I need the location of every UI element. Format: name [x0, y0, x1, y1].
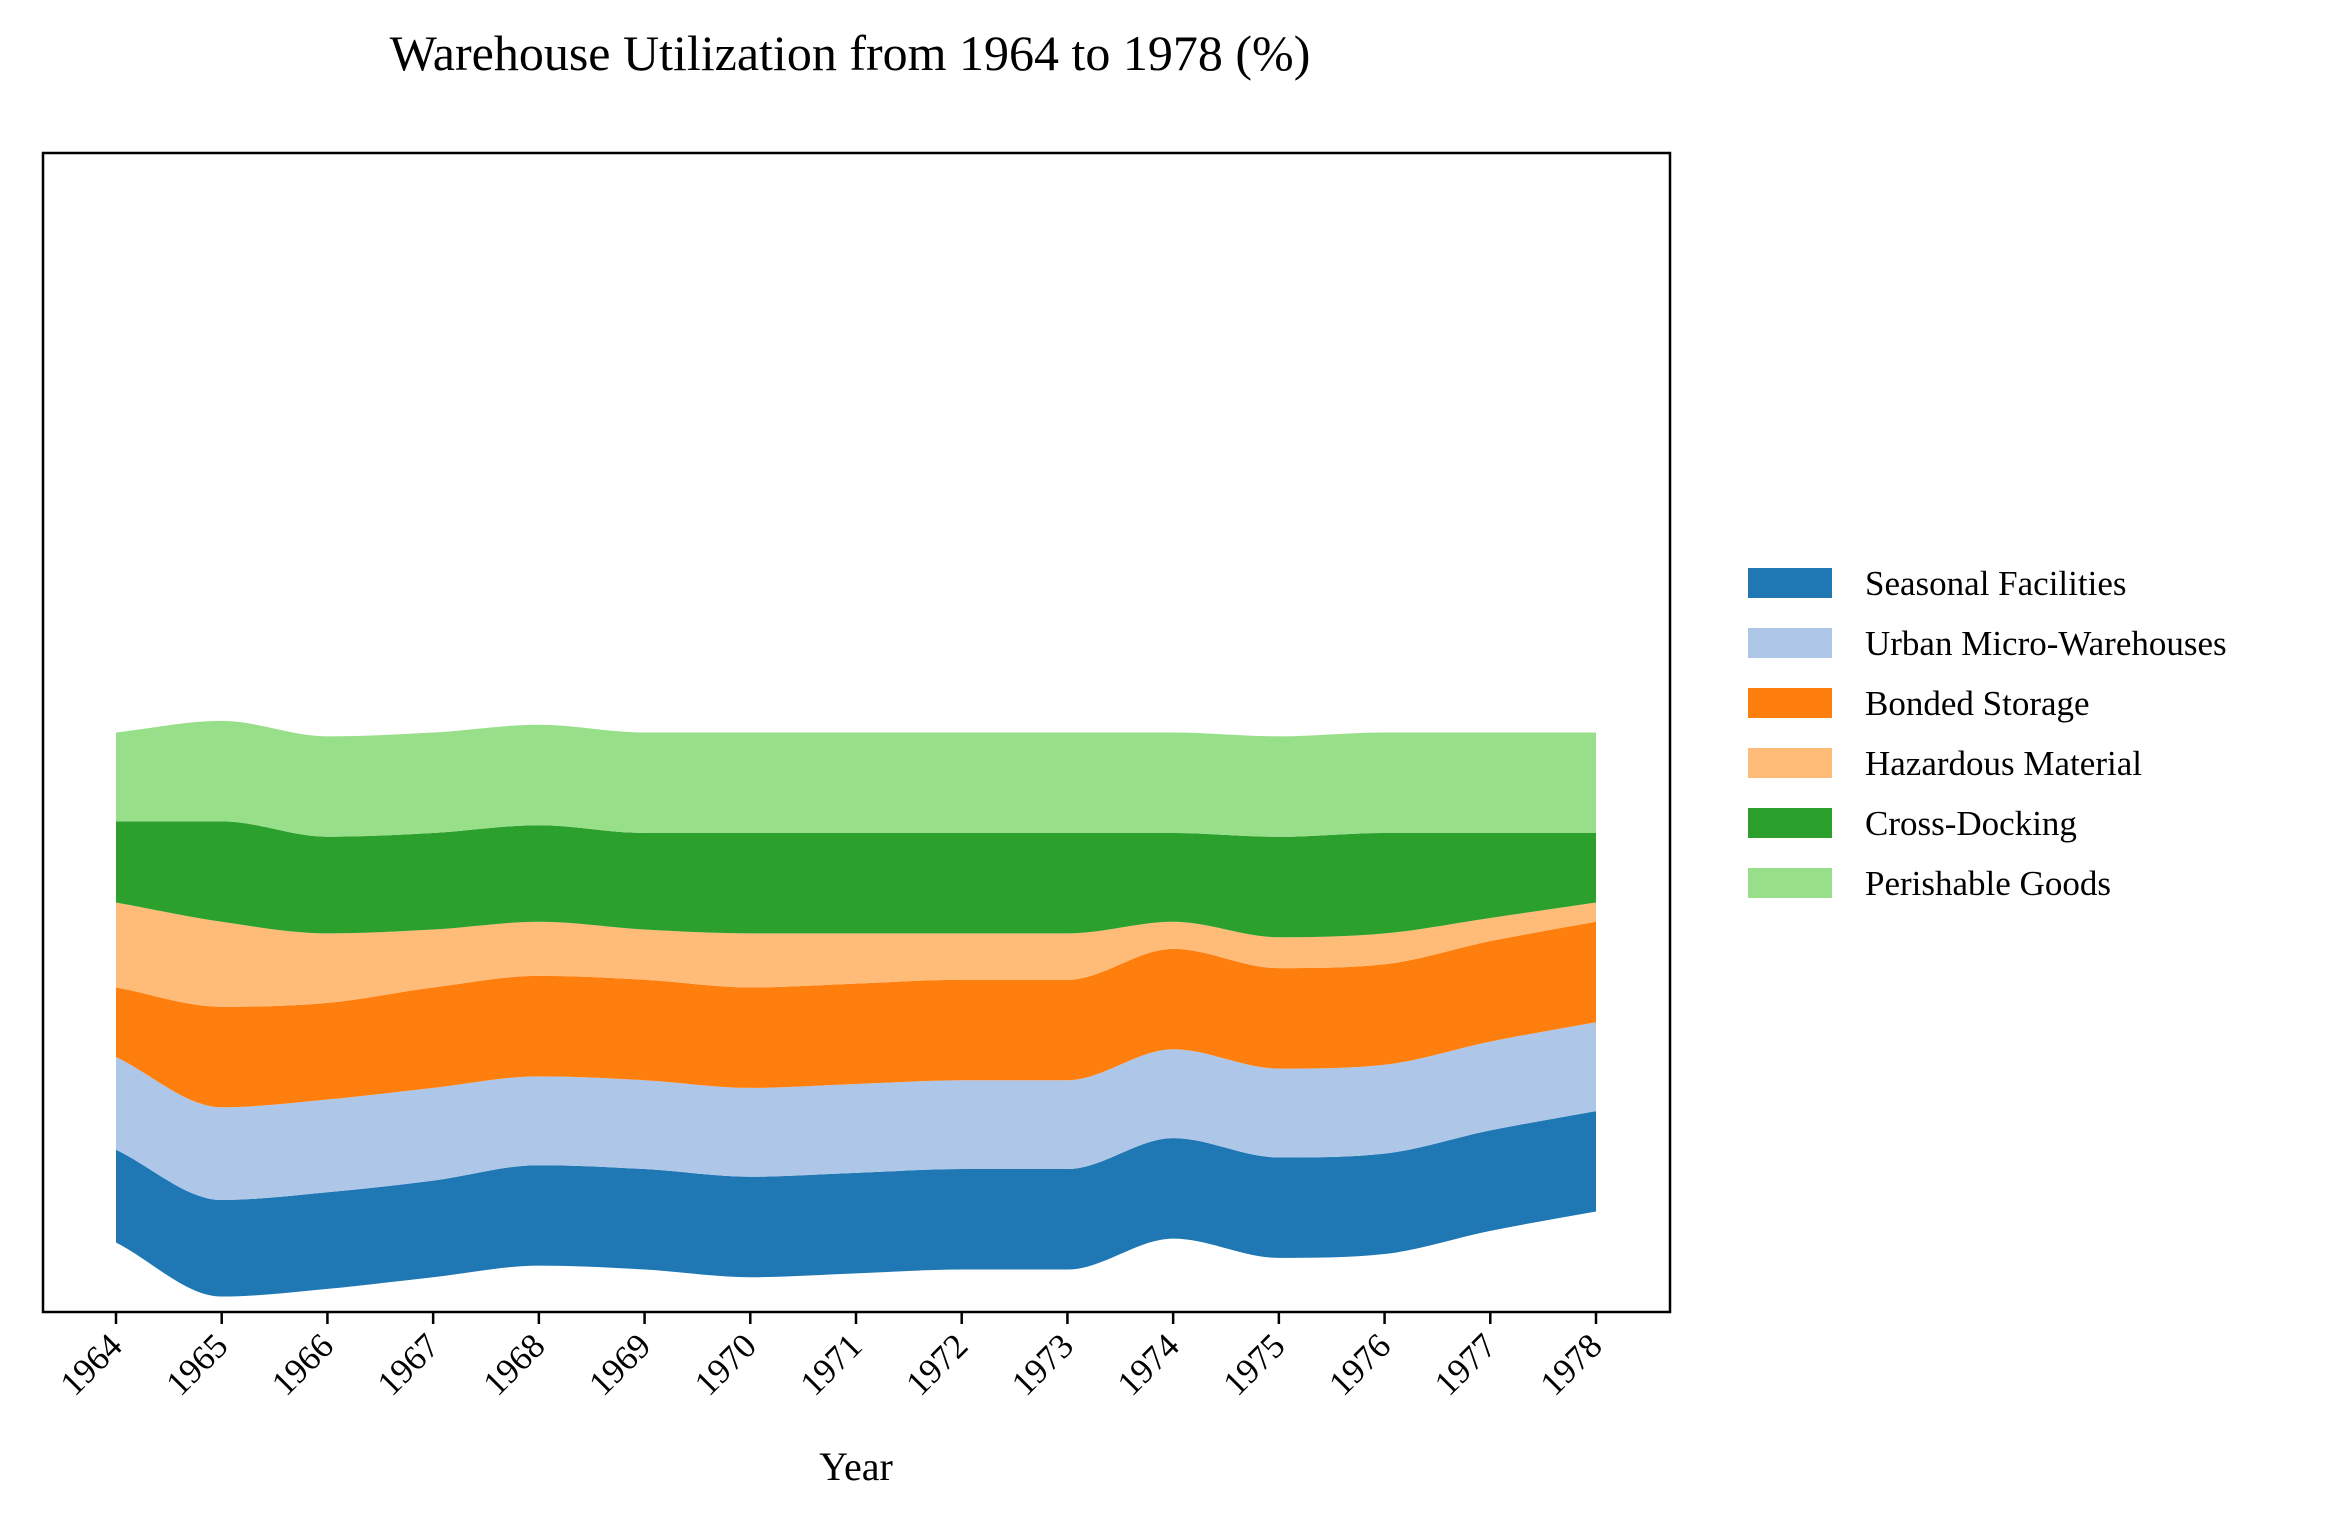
stream-areas: [116, 720, 1596, 1297]
x-tick-label: 1975: [1215, 1326, 1292, 1403]
legend-label: Cross-Docking: [1865, 804, 2077, 843]
legend-swatch: [1748, 568, 1832, 598]
x-tick-label: 1967: [370, 1326, 447, 1403]
area-seasonal-facilities: [116, 1111, 1596, 1297]
x-tick-label: 1971: [793, 1326, 870, 1403]
chart-title: Warehouse Utilization from 1964 to 1978 …: [390, 25, 1311, 81]
area-perishable-goods: [116, 720, 1596, 837]
area-hazardous-material: [116, 902, 1596, 1007]
legend-swatch: [1748, 868, 1832, 898]
legend-label: Seasonal Facilities: [1865, 564, 2126, 603]
legend-swatch: [1748, 628, 1832, 658]
x-tick-label: 1965: [158, 1326, 235, 1403]
x-tick-label: 1966: [264, 1326, 341, 1403]
legend-swatch: [1748, 748, 1832, 778]
x-tick-label: 1976: [1321, 1326, 1398, 1403]
x-tick-label: 1973: [1004, 1326, 1081, 1403]
x-tick-label: 1968: [475, 1326, 552, 1403]
legend-label: Hazardous Material: [1865, 744, 2142, 783]
x-axis-label: Year: [819, 1444, 893, 1489]
legend-label: Urban Micro-Warehouses: [1865, 624, 2227, 663]
x-tick-label: 1970: [687, 1326, 764, 1403]
x-tick-label: 1978: [1533, 1326, 1610, 1403]
area-urban-micro-warehouses: [116, 1022, 1596, 1200]
x-tick-label: 1977: [1427, 1326, 1504, 1403]
legend-swatch: [1748, 688, 1832, 718]
x-axis-ticks: 1964 1965 1966 1967 1968 1969 1970 1971 1972 1973…: [53, 1312, 1610, 1403]
area-bonded-storage: [116, 921, 1596, 1108]
legend-label: Perishable Goods: [1865, 864, 2111, 903]
legend-swatch: [1748, 808, 1832, 838]
legend-label: Bonded Storage: [1865, 684, 2090, 723]
x-tick-label: 1974: [1110, 1326, 1187, 1403]
legend: Seasonal Facilities Urban Micro-Warehouse…: [1748, 564, 2227, 903]
area-cross-docking: [116, 821, 1596, 938]
x-tick-label: 1972: [898, 1326, 975, 1403]
x-tick-label: 1964: [53, 1326, 130, 1403]
x-tick-label: 1969: [581, 1326, 658, 1403]
